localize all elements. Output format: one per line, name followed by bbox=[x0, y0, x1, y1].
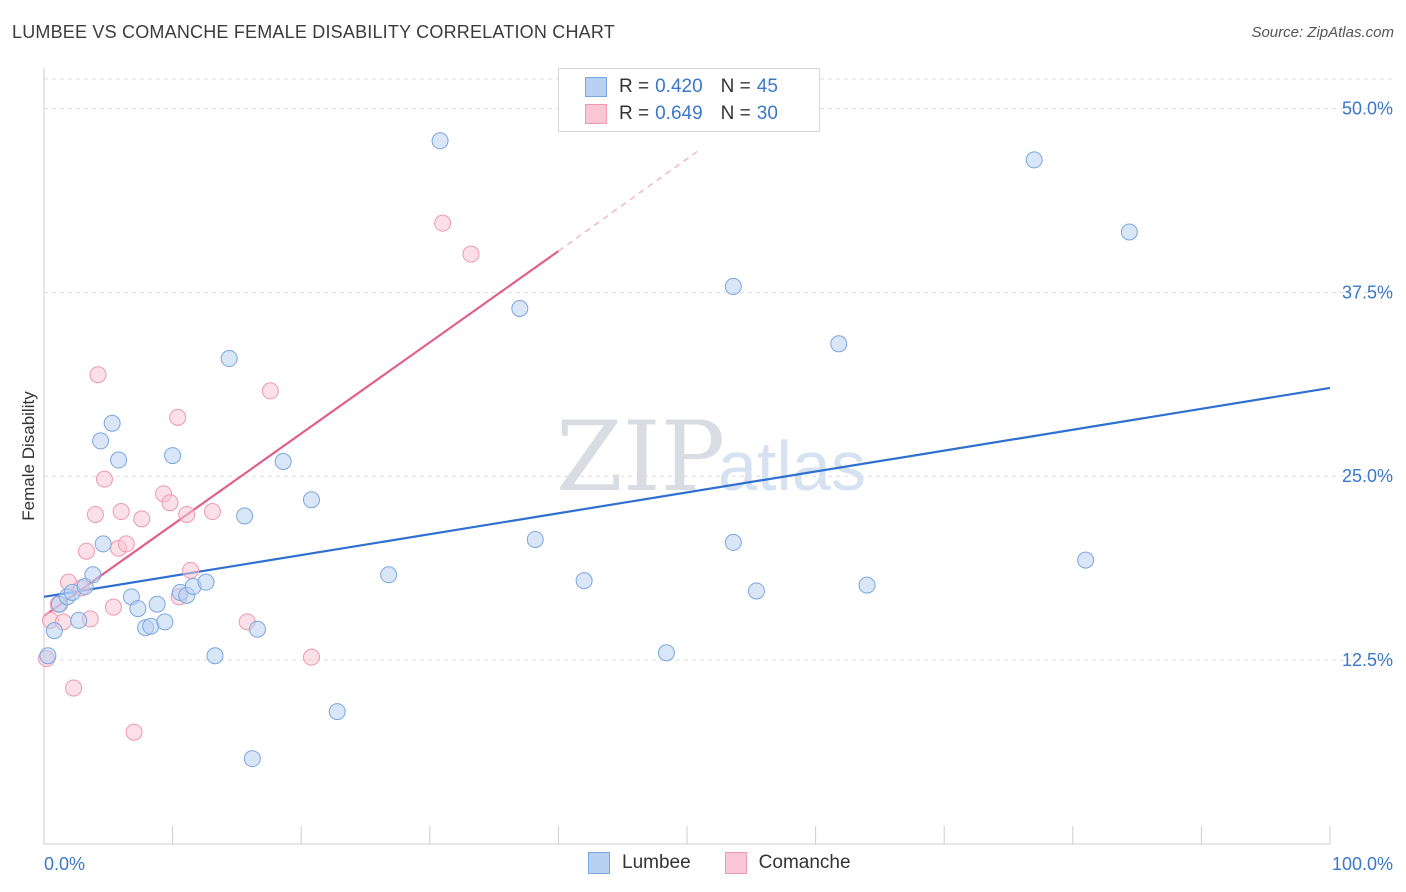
comanche-point bbox=[161, 494, 179, 512]
legend-label-comanche: Comanche bbox=[758, 852, 851, 873]
comanche-point bbox=[112, 503, 130, 521]
lumbee-point bbox=[220, 350, 238, 368]
lumbee-point bbox=[197, 573, 215, 591]
lumbee-point bbox=[1025, 151, 1043, 169]
lumbee-point bbox=[94, 535, 112, 553]
comanche-point bbox=[104, 598, 122, 616]
series-legend: Lumbee Comanche bbox=[588, 852, 885, 874]
lumbee-point bbox=[110, 451, 128, 469]
y-tick-label: 37.5% bbox=[1342, 282, 1393, 302]
comanche-point bbox=[182, 561, 200, 579]
lumbee-point bbox=[431, 132, 449, 150]
lumbee-point bbox=[206, 647, 224, 665]
lumbee-point bbox=[236, 507, 254, 525]
comanche-point bbox=[89, 366, 107, 384]
lumbee-point bbox=[76, 578, 94, 596]
lumbee-point bbox=[274, 453, 292, 470]
source-label: Source: ZipAtlas.com bbox=[1251, 24, 1394, 41]
lumbee-point bbox=[724, 277, 742, 295]
lumbee-point bbox=[724, 533, 742, 551]
y-tick-label: 50.0% bbox=[1342, 98, 1393, 118]
lumbee-point bbox=[1120, 223, 1138, 241]
y-tick-label: 12.5% bbox=[1342, 650, 1393, 670]
legend-r-label: R = bbox=[619, 76, 650, 97]
lumbee-point bbox=[156, 613, 174, 631]
x-tick-label-max: 100.0% bbox=[1332, 854, 1393, 874]
tick-labels: 12.5% 25.0% 37.5% 50.0% 0.0% 100.0% bbox=[44, 98, 1393, 874]
legend-n-label: N = bbox=[720, 76, 751, 97]
comanche-point bbox=[203, 503, 221, 521]
trend-lines bbox=[43, 149, 1331, 617]
lumbee-point bbox=[747, 582, 765, 600]
legend-r-value: 0.420 bbox=[655, 76, 703, 97]
legend-r-value: 0.649 bbox=[655, 103, 703, 124]
legend-n-label: N = bbox=[720, 103, 751, 124]
lumbee-point bbox=[328, 703, 346, 721]
lumbee-point bbox=[148, 595, 166, 613]
comanche-trend-extension bbox=[558, 149, 701, 252]
lumbee-point bbox=[1077, 551, 1095, 569]
lumbee-point bbox=[657, 644, 675, 662]
lumbee-point bbox=[39, 647, 57, 665]
lumbee-point bbox=[129, 600, 147, 618]
lumbee-swatch bbox=[585, 77, 607, 97]
comanche-point bbox=[65, 679, 83, 697]
y-axis-label: Female Disability bbox=[19, 391, 38, 521]
lumbee-point bbox=[45, 622, 63, 640]
legend-r-label: R = bbox=[619, 103, 650, 124]
lumbee-point bbox=[526, 530, 544, 548]
lumbee-point bbox=[511, 300, 529, 317]
grid-lines bbox=[44, 78, 1392, 661]
legend-n-value: 30 bbox=[756, 103, 778, 124]
comanche-point bbox=[302, 648, 320, 666]
lumbee-point bbox=[142, 617, 160, 635]
comanche-point bbox=[117, 535, 135, 553]
legend-n-value: 45 bbox=[756, 76, 778, 97]
axes bbox=[43, 68, 1331, 845]
lumbee-point bbox=[830, 335, 848, 353]
lumbee-point bbox=[70, 611, 88, 629]
comanche-point bbox=[462, 245, 480, 263]
svg-text:ZIP: ZIP bbox=[556, 401, 725, 513]
comanche-point bbox=[178, 505, 196, 523]
comanche-point bbox=[434, 214, 452, 232]
comanche-point bbox=[95, 470, 113, 488]
comanche-point bbox=[133, 510, 151, 528]
lumbee-point bbox=[575, 572, 593, 590]
lumbee-point bbox=[380, 566, 398, 584]
comanche-point bbox=[86, 505, 104, 523]
comanche-point bbox=[125, 723, 143, 741]
lumbee-swatch bbox=[588, 852, 610, 874]
comanche-point bbox=[169, 408, 187, 426]
legend-row-comanche: R = 0.649 N = 30 bbox=[585, 101, 784, 127]
comanche-point bbox=[77, 542, 95, 560]
svg-text:atlas: atlas bbox=[718, 427, 866, 505]
lumbee-trend-line bbox=[43, 386, 1331, 598]
correlation-legend: R = 0.420 N = 45 R = 0.649 N = 30 bbox=[558, 68, 820, 132]
lumbee-point bbox=[103, 414, 121, 432]
lumbee-point bbox=[248, 620, 266, 638]
comanche-point bbox=[261, 382, 279, 400]
x-tick-label-min: 0.0% bbox=[44, 854, 85, 874]
comanche-swatch bbox=[585, 104, 607, 124]
data-points bbox=[38, 132, 1138, 768]
legend-row-lumbee: R = 0.420 N = 45 bbox=[585, 74, 784, 100]
zipatlas-watermark: ZIP atlas bbox=[556, 401, 866, 513]
chart-title: LUMBEE VS COMANCHE FEMALE DISABILITY COR… bbox=[12, 22, 615, 42]
lumbee-point bbox=[243, 750, 261, 768]
y-tick-label: 25.0% bbox=[1342, 466, 1393, 486]
comanche-trend-line bbox=[43, 250, 560, 617]
lumbee-point bbox=[858, 576, 876, 594]
lumbee-point bbox=[84, 566, 102, 584]
lumbee-point bbox=[92, 432, 110, 450]
legend-item-lumbee: Lumbee bbox=[588, 852, 691, 874]
lumbee-point bbox=[164, 447, 182, 465]
legend-item-comanche: Comanche bbox=[724, 852, 851, 874]
comanche-swatch bbox=[724, 852, 747, 874]
legend-label-lumbee: Lumbee bbox=[622, 852, 691, 873]
lumbee-point bbox=[302, 491, 320, 509]
